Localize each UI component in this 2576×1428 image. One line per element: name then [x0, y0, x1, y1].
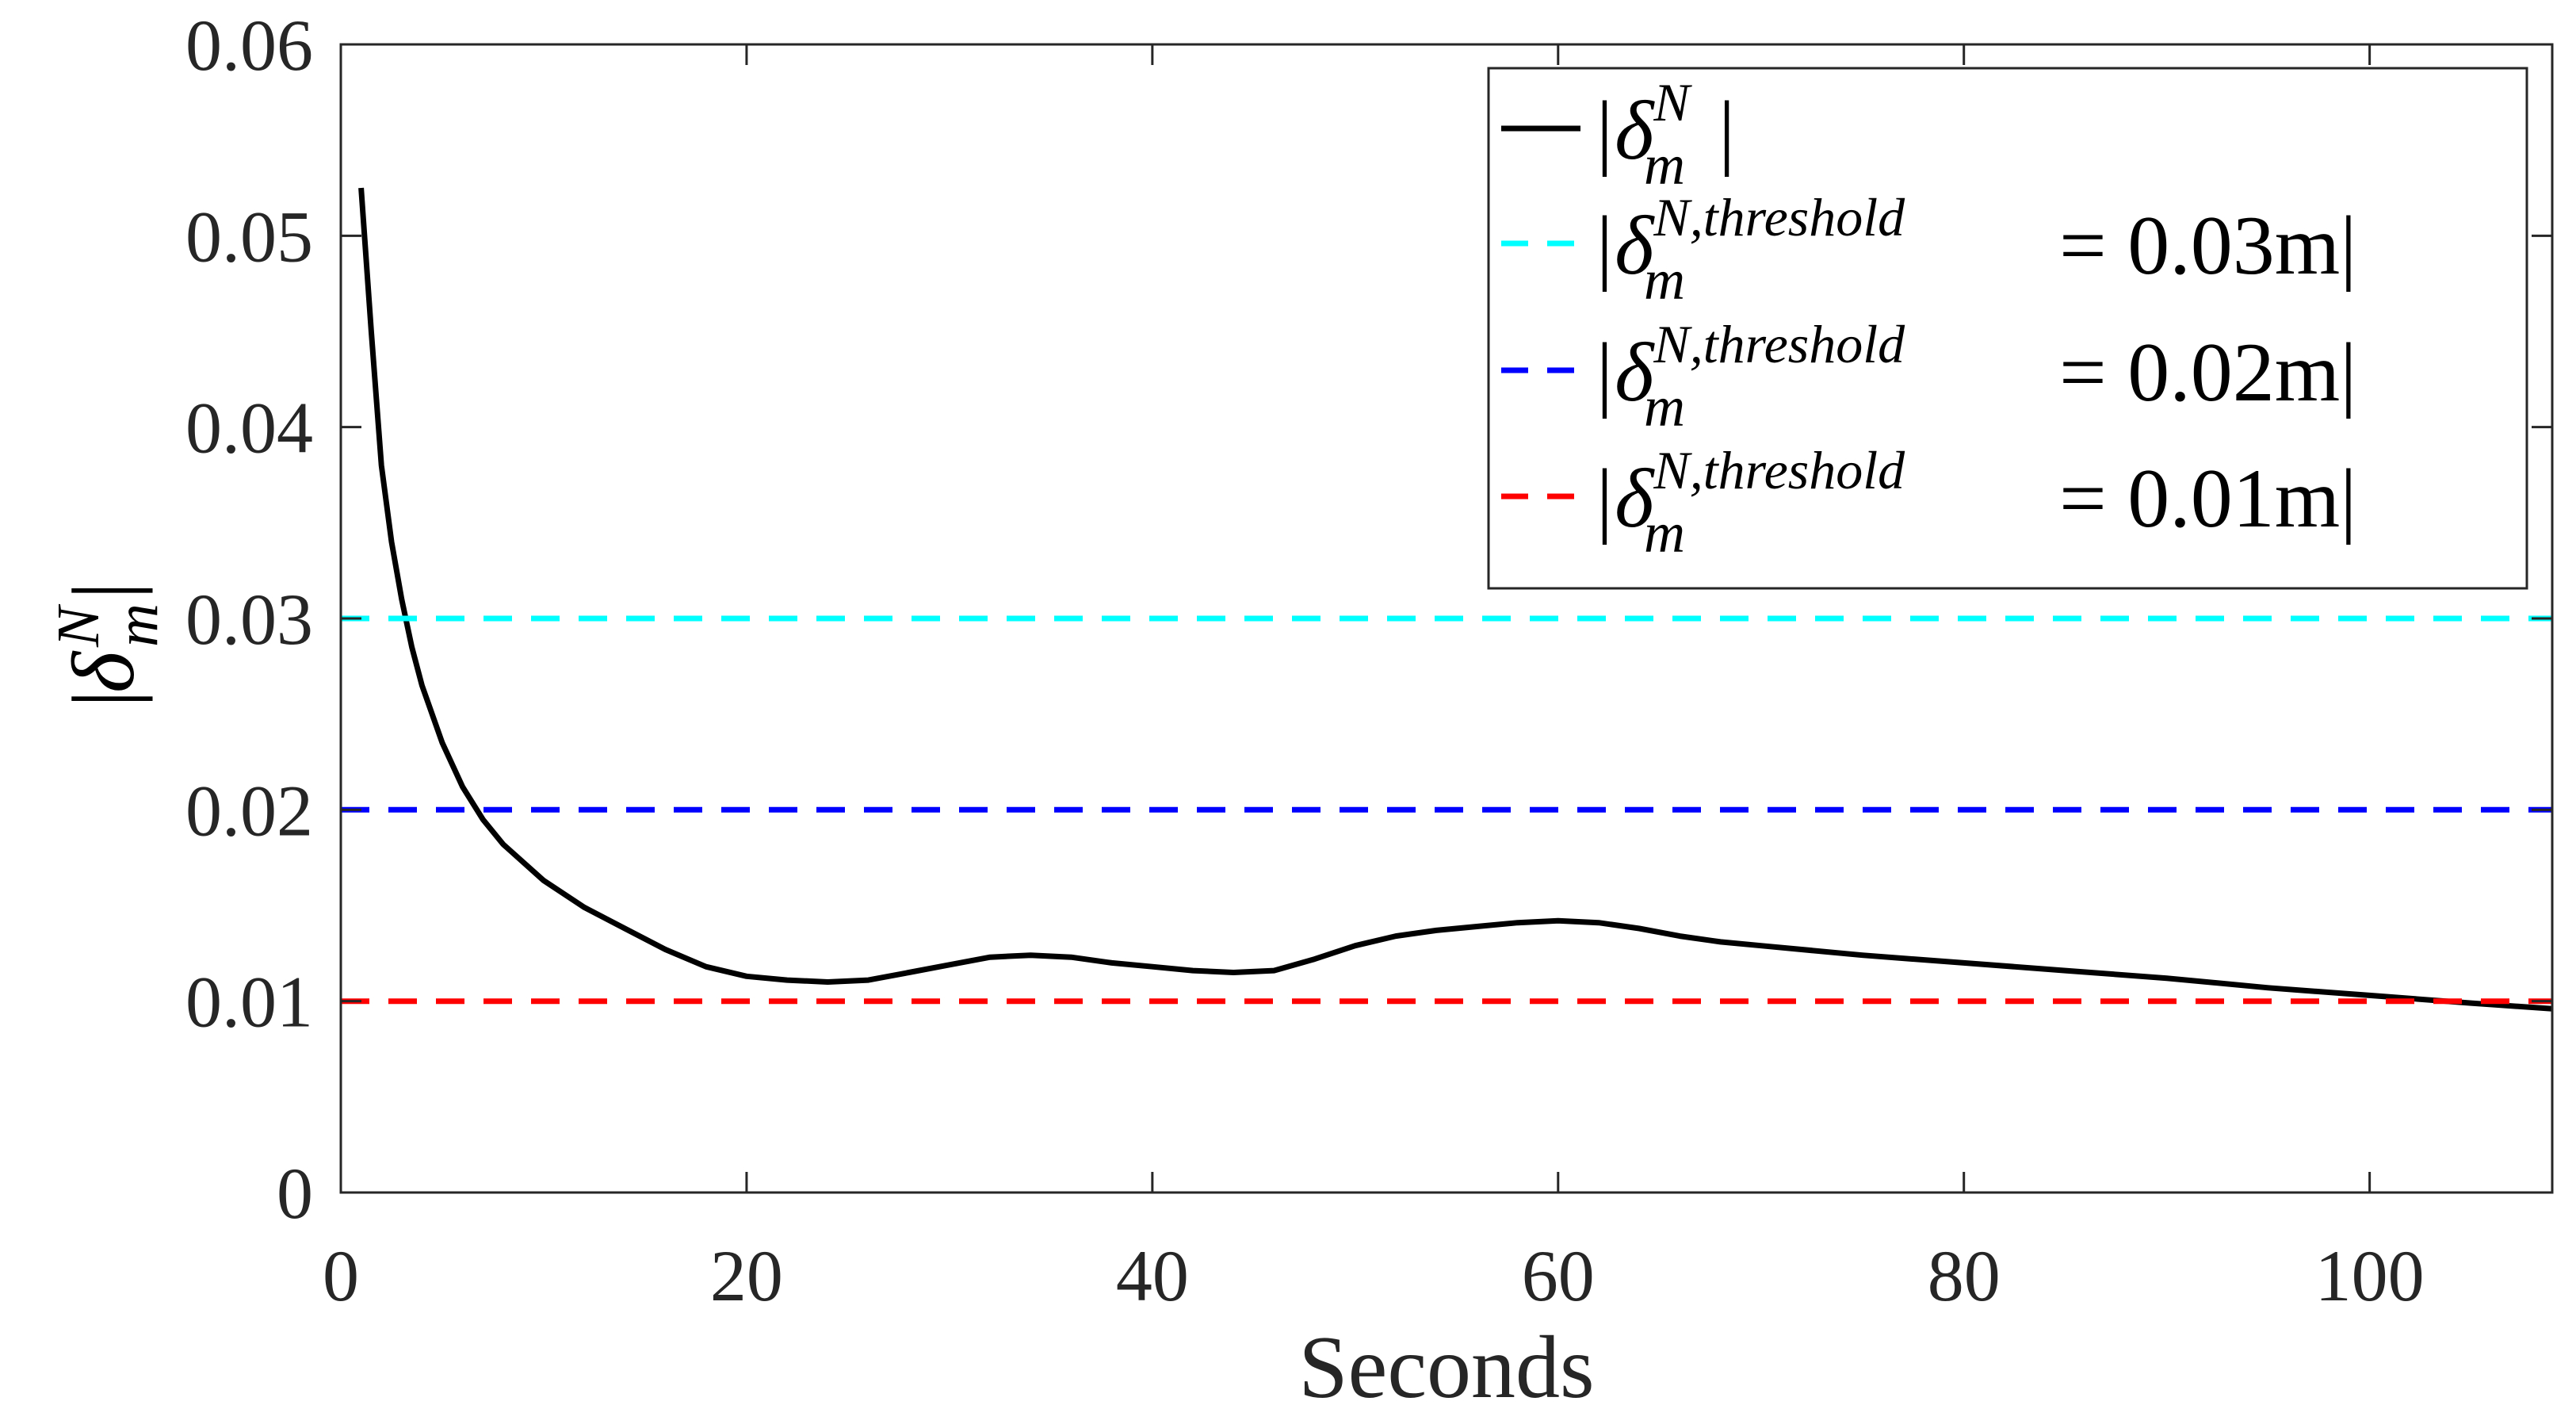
legend-entry-2: |δN,threshold m = 0.02m| [1592, 314, 2356, 438]
y-axis-label-bar-open: | [55, 690, 153, 707]
x-tick-label: 60 [1522, 1235, 1595, 1316]
x-tick-label: 0 [323, 1235, 359, 1316]
legend-box [1487, 67, 2528, 590]
legend-entry-0: |δN m | [1592, 72, 1735, 197]
y-tick-label: 0.02 [185, 770, 313, 851]
series-line-0 [358, 187, 2553, 1012]
y-axis-label-sup: N [45, 603, 112, 648]
y-tick-label: 0.03 [185, 579, 313, 660]
series-layer [341, 187, 2553, 1012]
x-tick-label: 80 [1928, 1235, 2001, 1316]
y-tick-label: 0.05 [185, 196, 313, 277]
y-tick-label: 0 [277, 1153, 313, 1234]
y-tick-label: 0.04 [185, 388, 313, 469]
x-axis-label: Seconds [1298, 1319, 1594, 1417]
y-tick-label: 0.01 [185, 962, 313, 1043]
y-tick-label: 0.06 [185, 5, 313, 86]
legend: |δN m ||δN,threshold m = 0.03m||δN,threshold… [1487, 67, 2528, 590]
y-axis-label: | δ N m | [45, 582, 170, 708]
x-tick-label: 40 [1116, 1235, 1189, 1316]
y-axis-label-delta: δ [55, 650, 153, 693]
y-axis-label-bar-close: | [55, 582, 153, 599]
x-tick-label: 20 [710, 1235, 783, 1316]
legend-entry-3: |δN,threshold m = 0.01m| [1592, 440, 2356, 565]
legend-entry-1: |δN,threshold m = 0.03m| [1592, 187, 2356, 312]
y-axis-label-sub: m [104, 603, 170, 647]
x-tick-label: 100 [2315, 1235, 2425, 1316]
tick-layer: 0 20 40 60 80 100 0 0.01 0.02 0.03 0.04 0.05 0.06 [185, 5, 2552, 1316]
